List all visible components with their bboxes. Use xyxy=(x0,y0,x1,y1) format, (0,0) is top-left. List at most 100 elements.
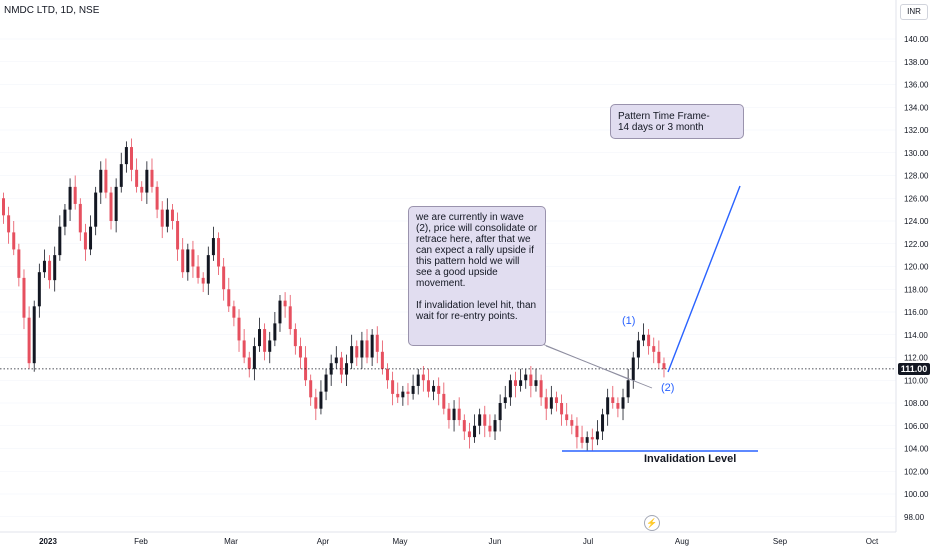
time-tick-label: Jul xyxy=(583,537,593,546)
candle-body xyxy=(186,249,190,273)
candle-body xyxy=(560,403,564,415)
candle-body xyxy=(268,340,272,352)
lightning-icon[interactable]: ⚡ xyxy=(644,515,660,531)
projection-line xyxy=(667,185,741,373)
candle-body xyxy=(611,397,615,403)
candle-body xyxy=(508,380,512,398)
candle-body xyxy=(176,221,180,250)
candle-body xyxy=(631,357,635,381)
candle-body xyxy=(642,334,645,341)
candle-body xyxy=(155,186,159,210)
currency-badge[interactable]: INR xyxy=(900,4,928,20)
candle-body xyxy=(165,209,169,227)
price-tick-label: 106.00 xyxy=(904,422,929,431)
time-tick-label: Jun xyxy=(489,537,502,546)
time-tick-label: Apr xyxy=(317,537,330,546)
price-tick-label: 104.00 xyxy=(904,445,929,454)
candle-body xyxy=(32,306,36,364)
time-tick-label: Mar xyxy=(224,537,238,546)
candle-body xyxy=(657,351,661,364)
candle-body xyxy=(549,397,553,409)
time-frame-note[interactable]: Pattern Time Frame- 14 days or 3 month xyxy=(610,104,744,139)
time-tick-label: Aug xyxy=(675,537,689,546)
candle-body xyxy=(73,186,77,204)
candle-body xyxy=(150,169,154,187)
candle-body xyxy=(58,226,62,256)
candle-body xyxy=(63,209,67,227)
candle-body xyxy=(601,414,605,432)
candle-body xyxy=(217,238,221,267)
candle-body xyxy=(99,169,103,193)
price-tick-label: 118.00 xyxy=(904,285,928,294)
candle-body xyxy=(652,346,656,352)
time-axis-ticks: 2023 Feb Mar Apr May Jun Jul Aug Sep Oct xyxy=(39,537,879,546)
chart-title: NMDC LTD, 1D, NSE xyxy=(4,5,100,16)
invalidation-label: Invalidation Level xyxy=(644,453,737,465)
price-tick-label: 140.00 xyxy=(904,35,929,44)
candle-body xyxy=(493,420,497,432)
note-text-wave: we are currently in wave (2), price will… xyxy=(416,212,538,289)
time-tick-label: May xyxy=(392,537,407,546)
price-tick-label: 132.00 xyxy=(904,126,929,135)
candlesticks xyxy=(2,138,666,452)
candle-body xyxy=(396,393,400,398)
candle-body xyxy=(181,249,185,273)
wave-1-label: (1) xyxy=(622,315,636,327)
candle-body xyxy=(222,266,226,290)
candle-body xyxy=(539,380,543,398)
candle-body xyxy=(53,255,57,281)
candle-body xyxy=(442,393,446,409)
price-tick-label: 126.00 xyxy=(904,194,929,203)
price-tick-label: 98.00 xyxy=(904,513,925,522)
candle-body xyxy=(585,437,589,443)
candle-body xyxy=(293,329,297,347)
candle-body xyxy=(426,380,430,392)
price-tick-label: 134.00 xyxy=(904,103,929,112)
candle-body xyxy=(278,300,282,324)
candle-body xyxy=(554,397,558,403)
candle-body xyxy=(375,334,379,352)
candle-body xyxy=(621,397,625,409)
time-tick-label: 2023 xyxy=(39,537,57,546)
candle-body xyxy=(565,414,569,421)
wave-2-label: (2) xyxy=(661,382,675,394)
candle-body xyxy=(48,260,52,281)
candle-body xyxy=(114,186,118,221)
candle-body xyxy=(636,340,640,358)
candle-body xyxy=(206,255,210,284)
candle-body xyxy=(170,209,174,221)
candle-body xyxy=(355,346,359,358)
price-tick-label: 112.00 xyxy=(904,354,928,363)
wave-analysis-note[interactable]: we are currently in wave (2), price will… xyxy=(408,206,546,346)
candle-body xyxy=(606,397,610,415)
price-tick-label: 130.00 xyxy=(904,149,929,158)
candle-body xyxy=(140,186,144,193)
candle-body xyxy=(68,186,72,210)
candle-body xyxy=(421,374,425,381)
candle-body xyxy=(309,380,313,398)
price-tick-label: 108.00 xyxy=(904,399,929,408)
candle-body xyxy=(119,164,123,187)
candle-body xyxy=(339,357,343,375)
candle-body xyxy=(575,425,579,438)
candle-body xyxy=(534,380,538,386)
price-tick-label: 116.00 xyxy=(904,308,928,317)
candle-body xyxy=(437,385,441,394)
candle-body xyxy=(380,351,384,369)
candle-body xyxy=(211,238,215,256)
candle-body xyxy=(595,431,599,440)
candle-body xyxy=(237,317,241,341)
candle-body xyxy=(12,232,16,250)
candle-body xyxy=(288,306,292,330)
note-pointer-lower xyxy=(545,345,653,389)
candle-body xyxy=(263,329,267,352)
candle-body xyxy=(365,340,369,358)
candle-body xyxy=(329,363,333,375)
candle-body xyxy=(524,374,528,381)
candle-body xyxy=(7,215,11,233)
candle-body xyxy=(467,431,471,438)
time-tick-label: Feb xyxy=(134,537,148,546)
candle-body xyxy=(104,169,108,193)
candle-body xyxy=(544,397,548,409)
candle-body xyxy=(227,289,231,307)
